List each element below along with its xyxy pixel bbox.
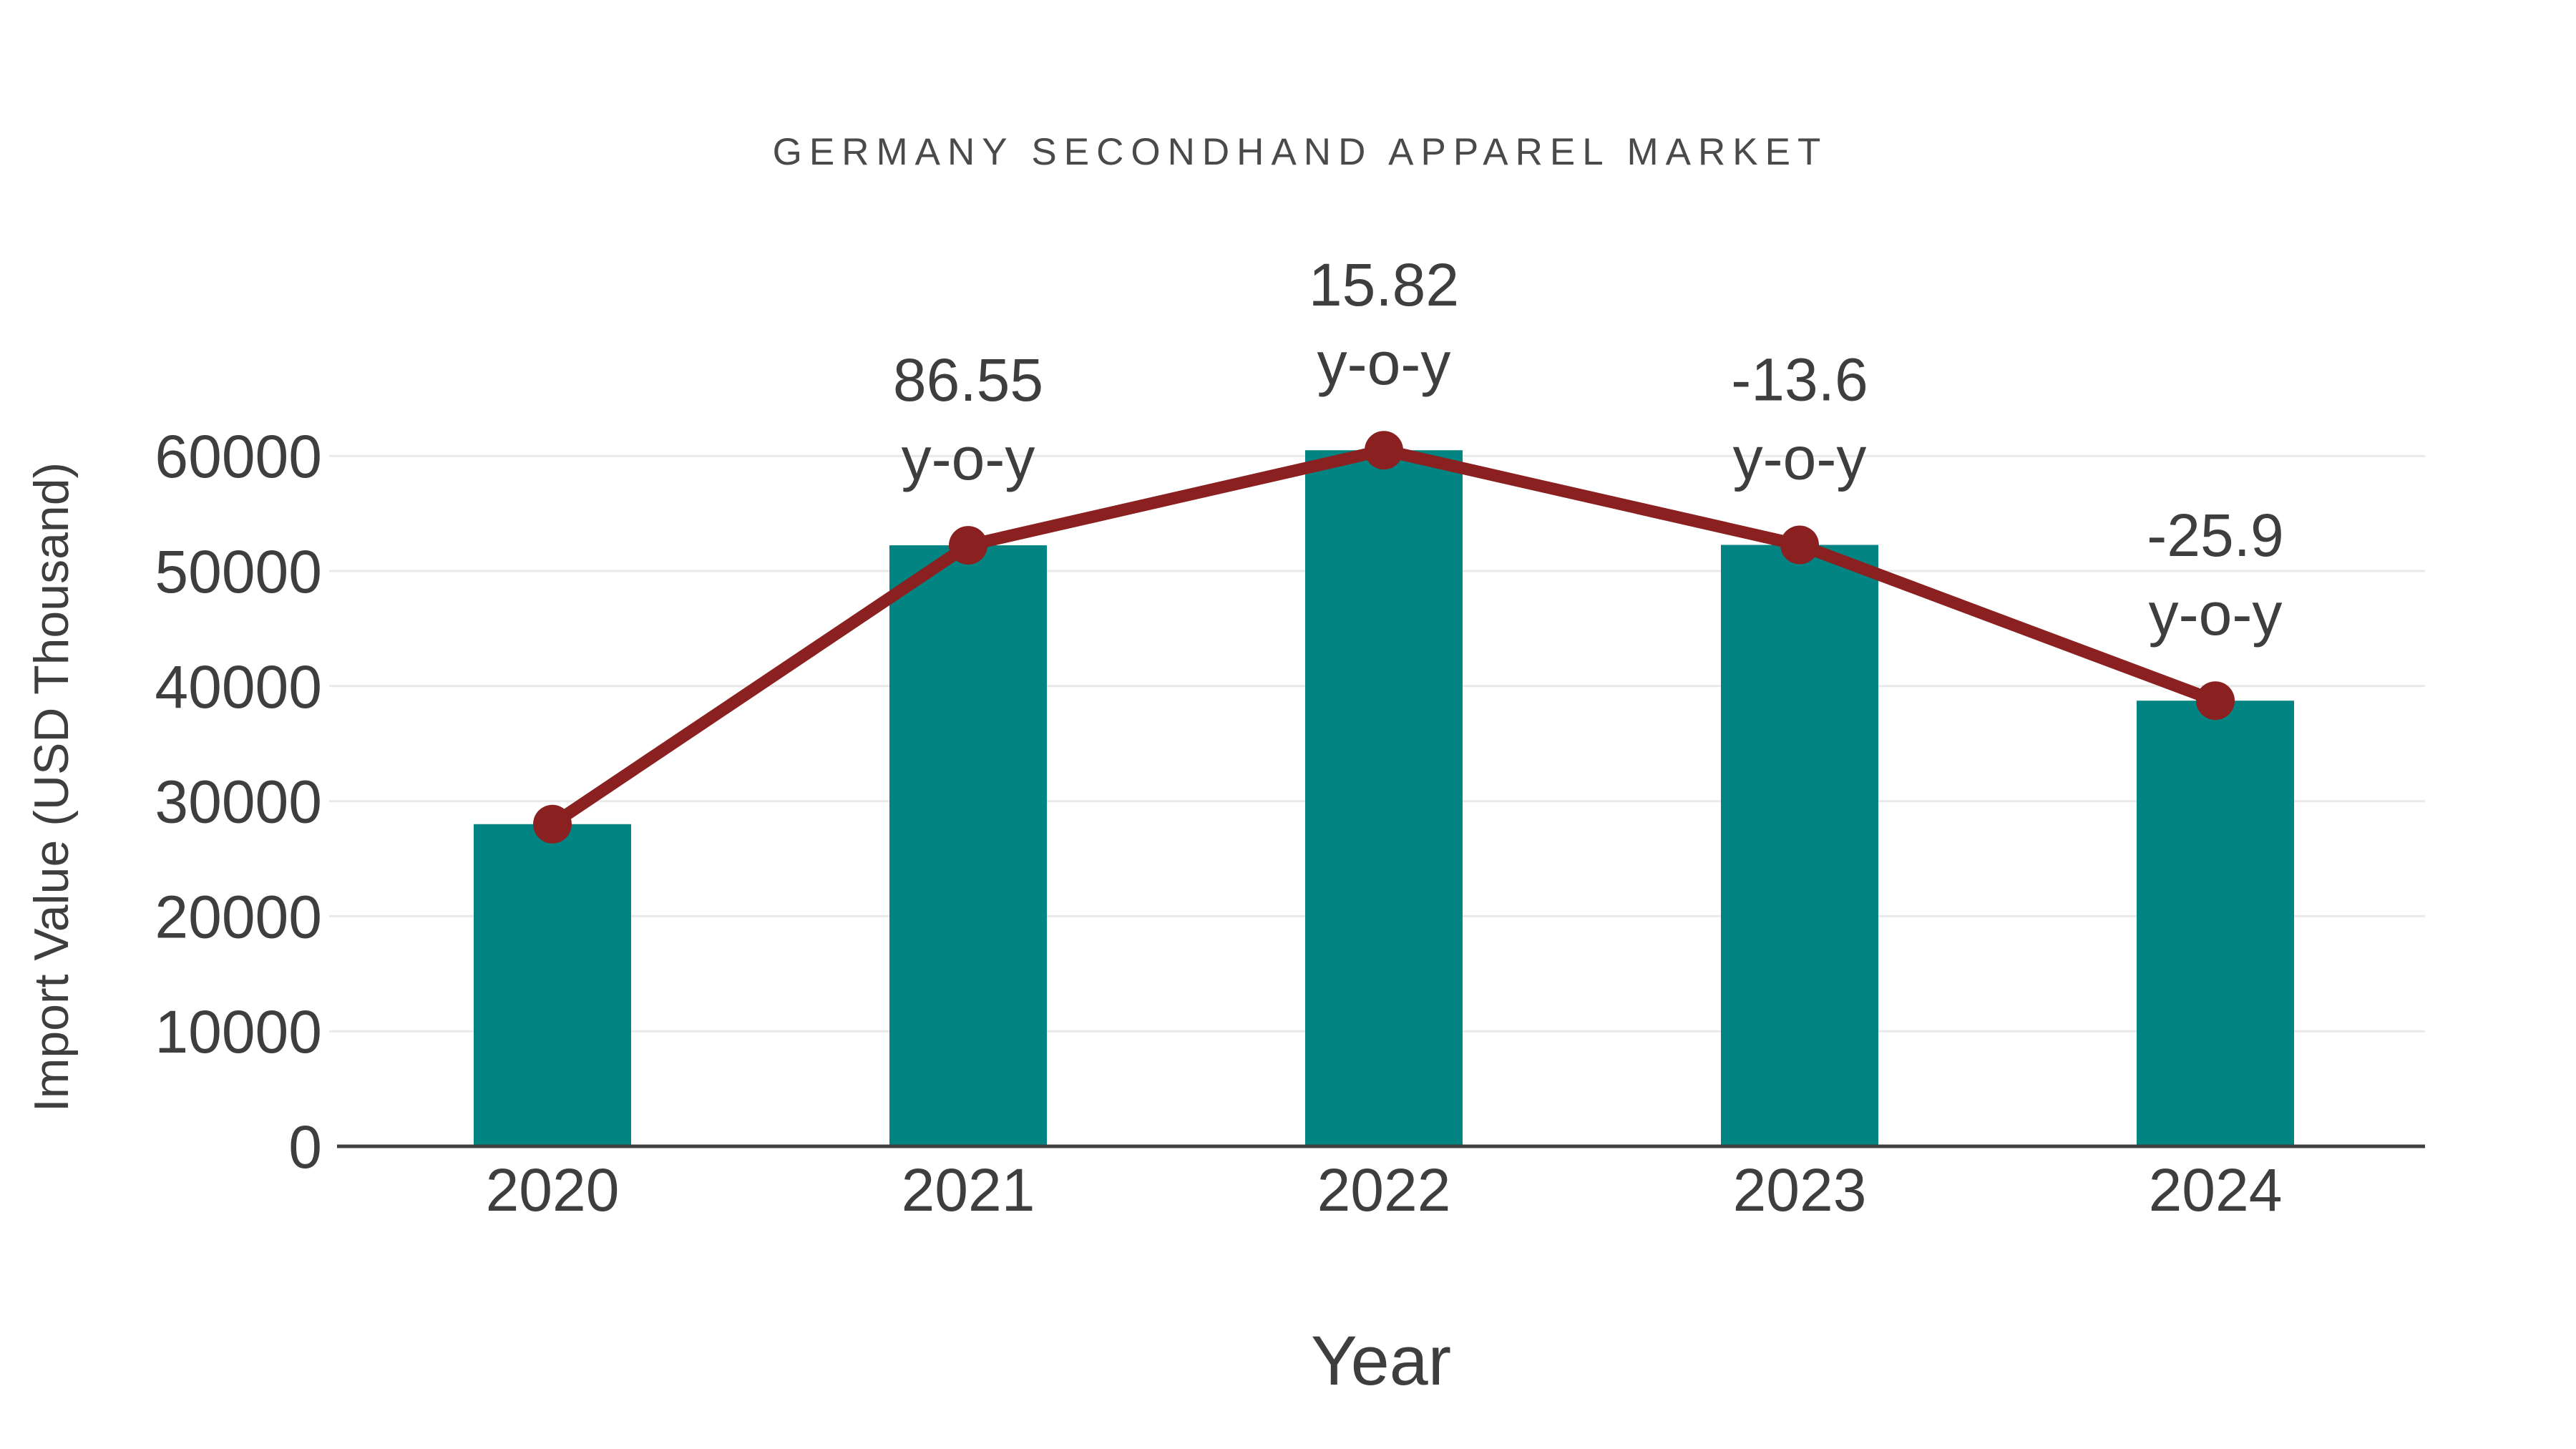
x-tick-label-2021: 2021 xyxy=(902,1156,1035,1224)
annotation-2023: -13.6 y-o-y xyxy=(1731,346,1868,492)
x-tick-label-2024: 2024 xyxy=(2149,1156,2283,1224)
trend-marker-2020 xyxy=(533,804,572,844)
annotation-label: y-o-y xyxy=(1733,425,1867,492)
y-tick-label-10000: 10000 xyxy=(155,998,322,1065)
trend-marker-2021 xyxy=(949,526,987,565)
annotation-value: 86.55 xyxy=(893,346,1043,414)
annotation-value: -25.9 xyxy=(2147,502,2283,569)
y-tick-label-40000: 40000 xyxy=(155,653,322,721)
y-tick-label-0: 0 xyxy=(288,1113,322,1181)
annotation-2022: 15.82 y-o-y xyxy=(1309,251,1459,397)
bar-2021 xyxy=(889,545,1047,1146)
trend-marker-2022 xyxy=(1365,431,1403,470)
annotation-value: -13.6 xyxy=(1731,346,1868,414)
y-tick-label-20000: 20000 xyxy=(155,883,322,950)
y-tick-label-60000: 60000 xyxy=(155,423,322,490)
bar-2022 xyxy=(1305,450,1463,1146)
x-tick-label-2022: 2022 xyxy=(1317,1156,1451,1224)
y-tick-label-30000: 30000 xyxy=(155,769,322,836)
annotation-label: y-o-y xyxy=(2149,580,2283,648)
annotation-2021: 86.55 y-o-y xyxy=(893,346,1043,492)
y-tick-label-50000: 50000 xyxy=(155,538,322,605)
annotation-label: y-o-y xyxy=(902,425,1035,492)
y-axis-label: Import Value (USD Thousand) xyxy=(24,462,79,1112)
x-axis-tick-labels: 2020 2021 2022 2023 2024 xyxy=(486,1156,2283,1224)
bar-2024 xyxy=(2137,701,2294,1146)
annotation-label: y-o-y xyxy=(1317,330,1451,397)
yoy-annotations: 86.55 y-o-y 15.82 y-o-y -13.6 y-o-y -25.9 y-o-y xyxy=(893,251,2284,648)
x-axis-label: Year xyxy=(1311,1322,1451,1400)
y-axis-tick-labels: 0 10000 20000 30000 40000 50000 60000 xyxy=(155,423,322,1181)
annotation-value: 15.82 xyxy=(1309,251,1459,318)
trend-marker-2024 xyxy=(2196,681,2235,721)
bar-series xyxy=(474,450,2294,1146)
x-tick-label-2020: 2020 xyxy=(486,1156,620,1224)
bar-2020 xyxy=(474,824,631,1146)
trend-markers xyxy=(533,431,2235,844)
bar-2023 xyxy=(1721,545,1878,1146)
trend-marker-2023 xyxy=(1780,525,1819,565)
chart-title: GERMANY SECONDHAND APPAREL MARKET xyxy=(773,131,1828,173)
annotation-2024: -25.9 y-o-y xyxy=(2147,502,2283,648)
x-tick-label-2023: 2023 xyxy=(1733,1156,1867,1224)
